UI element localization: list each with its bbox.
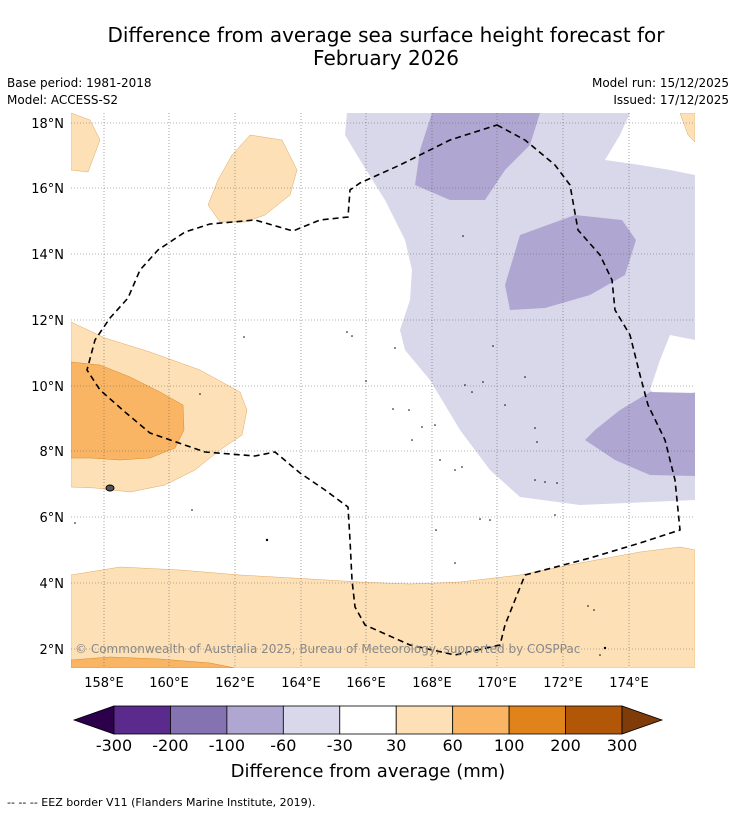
title-line-2: February 2026 bbox=[313, 46, 459, 70]
longitude-label: 160°E bbox=[149, 676, 189, 691]
contour-pos60-south bbox=[71, 656, 236, 668]
colorbar-extend-low bbox=[72, 705, 115, 735]
colorbar-segment bbox=[339, 705, 397, 735]
longitude-label: 158°E bbox=[84, 676, 124, 691]
colorbar-tick-label: -60 bbox=[270, 736, 297, 755]
island-dots bbox=[74, 235, 607, 656]
title-line-1: Difference from average sea surface heig… bbox=[107, 23, 665, 47]
contour-neg60-east bbox=[585, 392, 695, 476]
eez-border bbox=[86, 124, 681, 656]
colorbar-segment bbox=[395, 705, 454, 735]
colorbar-segment bbox=[113, 705, 171, 735]
colorbar-segment bbox=[508, 705, 566, 735]
contour-pos60-west bbox=[71, 361, 185, 461]
colorbar-segment bbox=[452, 705, 510, 735]
colorbar-tick-label: -200 bbox=[152, 736, 189, 755]
longitude-label: 174°E bbox=[609, 676, 649, 691]
map-gridlines bbox=[71, 113, 695, 668]
white-notch-top-right bbox=[605, 113, 695, 175]
contour-neg60-north bbox=[415, 113, 540, 200]
longitude-label: 168°E bbox=[412, 676, 452, 691]
island-outline bbox=[105, 484, 115, 492]
colorbar-tick-label: 30 bbox=[386, 736, 407, 755]
contour-neg60-mid bbox=[505, 215, 636, 310]
colorbar-tick-label: 100 bbox=[493, 736, 525, 755]
contour-pos30-north-blob bbox=[207, 134, 298, 223]
longitude-label: 162°E bbox=[215, 676, 255, 691]
latitude-label: 16°N bbox=[31, 182, 64, 197]
colorbar-tick-label: 60 bbox=[442, 736, 463, 755]
meta-right: Model run: 15/12/2025 Issued: 17/12/2025 bbox=[592, 75, 729, 109]
colorbar-extend-high bbox=[621, 705, 664, 735]
copyright-text: © Commonwealth of Australia 2025, Bureau… bbox=[75, 642, 580, 656]
latitude-label: 6°N bbox=[40, 511, 65, 526]
latitude-labels: 2°N 4°N 6°N 8°N 10°N 12°N 14°N 16°N 18°N bbox=[31, 117, 64, 658]
issued-date: Issued: 17/12/2025 bbox=[613, 93, 729, 107]
latitude-label: 14°N bbox=[31, 248, 64, 263]
contour-pos30-south bbox=[71, 546, 695, 668]
colorbar-tick-label: -100 bbox=[208, 736, 246, 755]
latitude-label: 4°N bbox=[40, 577, 65, 592]
longitude-label: 170°E bbox=[477, 676, 517, 691]
colorbar-segment bbox=[282, 705, 341, 735]
colorbar-tick-label: -30 bbox=[326, 736, 353, 755]
latitude-label: 2°N bbox=[40, 643, 65, 658]
latitude-label: 18°N bbox=[31, 117, 64, 132]
eez-legend: -- -- -- EEZ border V11 (Flanders Marine… bbox=[7, 796, 316, 809]
model-run: Model run: 15/12/2025 bbox=[591, 76, 729, 90]
colorbar-tick-label: 300 bbox=[606, 736, 638, 755]
colorbar-title: Difference from average (mm) bbox=[230, 761, 506, 782]
contour-pos30-topright bbox=[679, 113, 695, 143]
longitude-label: 164°E bbox=[281, 676, 321, 691]
longitude-label: 172°E bbox=[543, 676, 583, 691]
colorbar-tick-label: -300 bbox=[95, 736, 133, 755]
colorbar-segment bbox=[226, 705, 284, 735]
model-name: Model: ACCESS-S2 bbox=[7, 93, 119, 107]
chart-title: Difference from average sea surface heig… bbox=[40, 24, 732, 70]
colorbar-segment bbox=[170, 705, 228, 735]
longitude-labels: 158°E 160°E 162°E 164°E 166°E 168°E 170°E 172°E… bbox=[84, 676, 649, 691]
colorbar-segment bbox=[565, 705, 623, 735]
base-period: Base period: 1981-2018 bbox=[7, 76, 152, 90]
latitude-label: 8°N bbox=[40, 445, 65, 460]
meta-left: Base period: 1981-2018 Model: ACCESS-S2 bbox=[7, 75, 152, 109]
longitude-label: 166°E bbox=[346, 676, 386, 691]
latitude-label: 10°N bbox=[31, 380, 64, 395]
map-field bbox=[71, 113, 695, 668]
map-figure: 158°E 160°E 162°E 164°E 166°E 168°E 170°E 172°E… bbox=[31, 113, 695, 735]
white-bay-right bbox=[650, 335, 695, 400]
contour-pos30-topleft bbox=[71, 113, 101, 173]
colorbar-tick-label: 200 bbox=[550, 736, 581, 755]
latitude-label: 12°N bbox=[31, 314, 64, 329]
colorbar bbox=[72, 705, 664, 735]
